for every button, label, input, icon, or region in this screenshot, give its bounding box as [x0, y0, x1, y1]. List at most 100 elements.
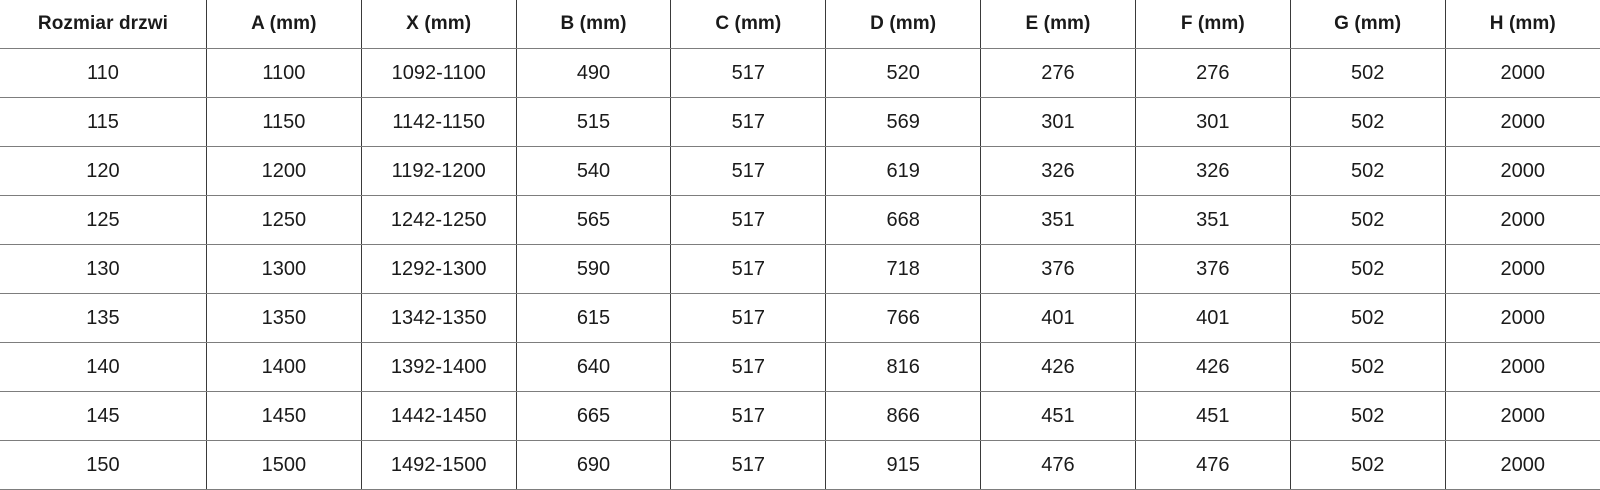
cell-h: 2000 — [1445, 146, 1600, 196]
table-row: 135 1350 1342-1350 615 517 766 401 401 5… — [0, 293, 1600, 343]
cell-c: 517 — [670, 440, 827, 490]
cell-c: 517 — [670, 48, 827, 98]
table-row: 125 1250 1242-1250 565 517 668 351 351 5… — [0, 195, 1600, 245]
cell-b: 540 — [516, 146, 672, 196]
column-header-e: E (mm) — [980, 0, 1136, 49]
cell-g: 502 — [1290, 293, 1446, 343]
cell-b: 640 — [516, 342, 672, 392]
cell-e: 351 — [980, 195, 1136, 245]
table-row: 130 1300 1292-1300 590 517 718 376 376 5… — [0, 244, 1600, 294]
cell-e: 426 — [980, 342, 1136, 392]
table-row: 115 1150 1142-1150 515 517 569 301 301 5… — [0, 97, 1600, 147]
cell-g: 502 — [1290, 342, 1446, 392]
column-header-b: B (mm) — [516, 0, 672, 49]
cell-e: 326 — [980, 146, 1136, 196]
cell-d: 619 — [825, 146, 982, 196]
cell-g: 502 — [1290, 97, 1446, 147]
column-header-g: G (mm) — [1290, 0, 1446, 49]
cell-h: 2000 — [1445, 195, 1600, 245]
table-body: 110 1100 1092-1100 490 517 520 276 276 5… — [0, 48, 1600, 490]
table-row: 150 1500 1492-1500 690 517 915 476 476 5… — [0, 440, 1600, 490]
cell-a: 1300 — [206, 244, 362, 294]
cell-g: 502 — [1290, 244, 1446, 294]
cell-b: 615 — [516, 293, 672, 343]
cell-x: 1342-1350 — [361, 293, 517, 343]
cell-door-size: 115 — [0, 97, 207, 147]
column-header-door-size: Rozmiar drzwi — [0, 0, 207, 49]
cell-x: 1092-1100 — [361, 48, 517, 98]
cell-f: 451 — [1135, 391, 1291, 441]
cell-h: 2000 — [1445, 97, 1600, 147]
cell-b: 590 — [516, 244, 672, 294]
cell-b: 565 — [516, 195, 672, 245]
cell-f: 351 — [1135, 195, 1291, 245]
column-header-h: H (mm) — [1445, 0, 1600, 49]
column-header-f: F (mm) — [1135, 0, 1291, 49]
cell-a: 1450 — [206, 391, 362, 441]
table-row: 110 1100 1092-1100 490 517 520 276 276 5… — [0, 48, 1600, 98]
cell-d: 866 — [825, 391, 982, 441]
cell-f: 276 — [1135, 48, 1291, 98]
cell-x: 1442-1450 — [361, 391, 517, 441]
cell-f: 326 — [1135, 146, 1291, 196]
cell-a: 1200 — [206, 146, 362, 196]
cell-x: 1392-1400 — [361, 342, 517, 392]
cell-b: 665 — [516, 391, 672, 441]
cell-e: 376 — [980, 244, 1136, 294]
table-header-row: Rozmiar drzwi A (mm) X (mm) B (mm) C (mm… — [0, 0, 1600, 49]
cell-f: 426 — [1135, 342, 1291, 392]
cell-b: 490 — [516, 48, 672, 98]
cell-h: 2000 — [1445, 293, 1600, 343]
cell-f: 301 — [1135, 97, 1291, 147]
cell-d: 766 — [825, 293, 982, 343]
cell-door-size: 140 — [0, 342, 207, 392]
cell-e: 476 — [980, 440, 1136, 490]
cell-b: 690 — [516, 440, 672, 490]
table-row: 145 1450 1442-1450 665 517 866 451 451 5… — [0, 391, 1600, 441]
cell-d: 915 — [825, 440, 982, 490]
cell-e: 301 — [980, 97, 1136, 147]
cell-x: 1192-1200 — [361, 146, 517, 196]
cell-e: 276 — [980, 48, 1136, 98]
cell-c: 517 — [670, 195, 827, 245]
column-header-d: D (mm) — [825, 0, 982, 49]
column-header-x: X (mm) — [361, 0, 517, 49]
cell-h: 2000 — [1445, 244, 1600, 294]
cell-door-size: 135 — [0, 293, 207, 343]
cell-c: 517 — [670, 146, 827, 196]
cell-door-size: 120 — [0, 146, 207, 196]
cell-c: 517 — [670, 97, 827, 147]
cell-door-size: 125 — [0, 195, 207, 245]
cell-a: 1400 — [206, 342, 362, 392]
cell-h: 2000 — [1445, 440, 1600, 490]
cell-door-size: 110 — [0, 48, 207, 98]
cell-a: 1500 — [206, 440, 362, 490]
cell-d: 668 — [825, 195, 982, 245]
cell-a: 1100 — [206, 48, 362, 98]
cell-door-size: 145 — [0, 391, 207, 441]
table-row: 140 1400 1392-1400 640 517 816 426 426 5… — [0, 342, 1600, 392]
cell-x: 1242-1250 — [361, 195, 517, 245]
cell-h: 2000 — [1445, 342, 1600, 392]
cell-x: 1142-1150 — [361, 97, 517, 147]
cell-g: 502 — [1290, 391, 1446, 441]
column-header-a: A (mm) — [206, 0, 362, 49]
cell-door-size: 130 — [0, 244, 207, 294]
cell-e: 451 — [980, 391, 1136, 441]
cell-a: 1150 — [206, 97, 362, 147]
cell-x: 1292-1300 — [361, 244, 517, 294]
cell-c: 517 — [670, 244, 827, 294]
cell-h: 2000 — [1445, 48, 1600, 98]
cell-c: 517 — [670, 293, 827, 343]
cell-door-size: 150 — [0, 440, 207, 490]
cell-d: 569 — [825, 97, 982, 147]
cell-g: 502 — [1290, 195, 1446, 245]
cell-a: 1250 — [206, 195, 362, 245]
cell-b: 515 — [516, 97, 672, 147]
cell-h: 2000 — [1445, 391, 1600, 441]
table-row: 120 1200 1192-1200 540 517 619 326 326 5… — [0, 146, 1600, 196]
cell-g: 502 — [1290, 146, 1446, 196]
cell-d: 520 — [825, 48, 982, 98]
cell-c: 517 — [670, 342, 827, 392]
